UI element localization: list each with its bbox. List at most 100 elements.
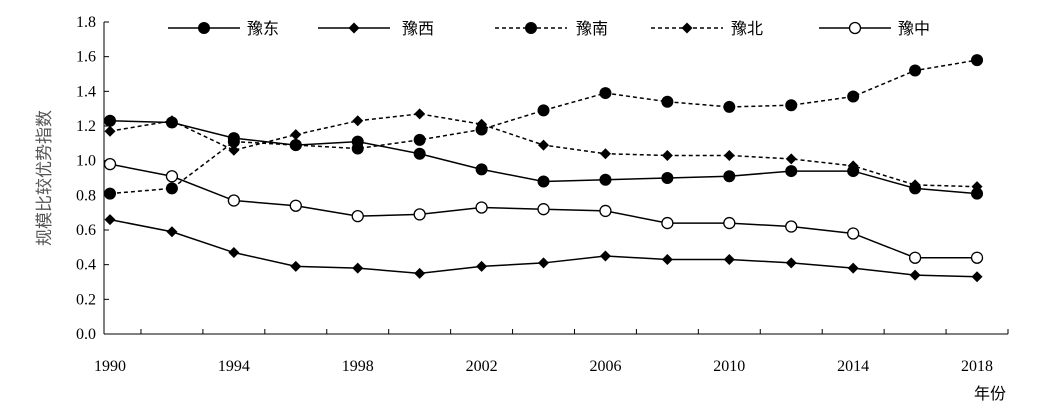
legend-item-1: 豫东 (168, 19, 279, 38)
data-point (104, 214, 116, 226)
data-point (908, 251, 922, 264)
data-point (971, 271, 983, 283)
data-point (537, 203, 550, 216)
series-1 (104, 114, 984, 200)
data-point (290, 129, 302, 141)
data-point (165, 182, 178, 195)
data-point (351, 142, 364, 155)
data-point (970, 251, 984, 264)
data-point (537, 104, 550, 117)
data-point (847, 262, 859, 274)
data-point (785, 220, 798, 233)
data-point (909, 179, 921, 191)
data-point (723, 149, 735, 161)
series-5 (103, 157, 984, 264)
data-point (413, 208, 426, 221)
data-point (228, 144, 240, 156)
legend-label: 豫北 (731, 19, 763, 38)
data-point (227, 194, 241, 207)
data-point (847, 160, 859, 172)
legend-label: 豫中 (898, 19, 930, 38)
y-tick-label: 1.4 (76, 83, 96, 100)
data-point (476, 118, 488, 130)
data-point (661, 216, 674, 230)
series-4 (104, 108, 983, 193)
legend-item-5: 豫中 (819, 19, 930, 38)
series-layer (103, 54, 984, 283)
series-line (109, 59, 978, 195)
y-tick-label: 1.8 (76, 14, 96, 31)
data-point (289, 199, 302, 212)
y-tick-label: 0.0 (76, 326, 96, 343)
data-point (227, 135, 240, 148)
data-point (104, 187, 116, 200)
data-point (538, 139, 550, 151)
y-tick-label: 0.6 (76, 222, 96, 239)
x-axis-label: 年份 (974, 385, 1006, 403)
data-point (475, 163, 488, 176)
data-point (599, 250, 611, 262)
legend-marker (348, 22, 360, 34)
data-point (971, 181, 983, 193)
data-point (785, 99, 798, 112)
data-point (971, 187, 984, 200)
data-point (847, 227, 860, 240)
legend-marker (525, 22, 537, 34)
legend-item-2: 豫西 (318, 19, 434, 38)
data-point (165, 170, 179, 183)
y-tick-label: 1.6 (76, 49, 96, 66)
data-point (352, 115, 364, 127)
data-point (909, 64, 922, 77)
data-point (537, 175, 550, 188)
legend-item-3: 豫南 (495, 19, 608, 38)
data-point (723, 253, 735, 265)
data-point (785, 257, 797, 269)
legend-label: 豫西 (402, 19, 434, 38)
data-point (413, 147, 426, 160)
data-point (104, 125, 116, 137)
data-point (475, 201, 488, 214)
data-point (103, 157, 117, 171)
series-3 (104, 54, 984, 200)
data-point (538, 257, 550, 269)
legend-marker (681, 22, 693, 34)
data-point (785, 165, 798, 178)
data-point (723, 216, 736, 230)
data-point (661, 172, 674, 184)
x-tick-label: 2002 (466, 358, 498, 375)
data-point (661, 253, 673, 265)
legend-label: 豫南 (576, 19, 608, 38)
data-point (661, 95, 674, 108)
data-point (723, 170, 736, 183)
data-point (599, 87, 612, 100)
x-tick-label: 1990 (94, 358, 126, 375)
data-point (228, 247, 240, 259)
data-point (847, 90, 860, 103)
series-2 (104, 214, 983, 283)
x-tick-label: 1994 (218, 358, 250, 375)
legend-label: 豫东 (247, 19, 279, 38)
y-tick-label: 1.2 (76, 118, 96, 135)
data-point (476, 260, 488, 272)
x-tick-label: 2014 (837, 358, 869, 375)
data-point (166, 115, 178, 127)
data-point (909, 269, 921, 281)
data-point (599, 148, 611, 160)
legend-marker (198, 22, 210, 34)
axes: 0.0 0.2 0.4 0.6 0.8 1.0 1.2 1.4 1.6 1.8 1990 1994 19… (76, 14, 1009, 375)
x-tick-label: 1998 (342, 358, 374, 375)
data-point (971, 54, 984, 67)
x-tick-label: 2006 (589, 358, 621, 375)
x-tick-label: 2018 (961, 358, 993, 375)
data-point (723, 100, 736, 113)
y-axis-label: 规模比较优势指数 (35, 110, 55, 246)
data-point (290, 260, 302, 272)
data-point (414, 108, 426, 120)
data-point (352, 262, 364, 274)
legend-marker (848, 21, 862, 35)
legend-item-4: 豫北 (651, 19, 763, 38)
y-tick-label: 1.0 (76, 153, 96, 170)
y-tick-label: 0.4 (76, 257, 96, 274)
data-point (414, 267, 426, 279)
